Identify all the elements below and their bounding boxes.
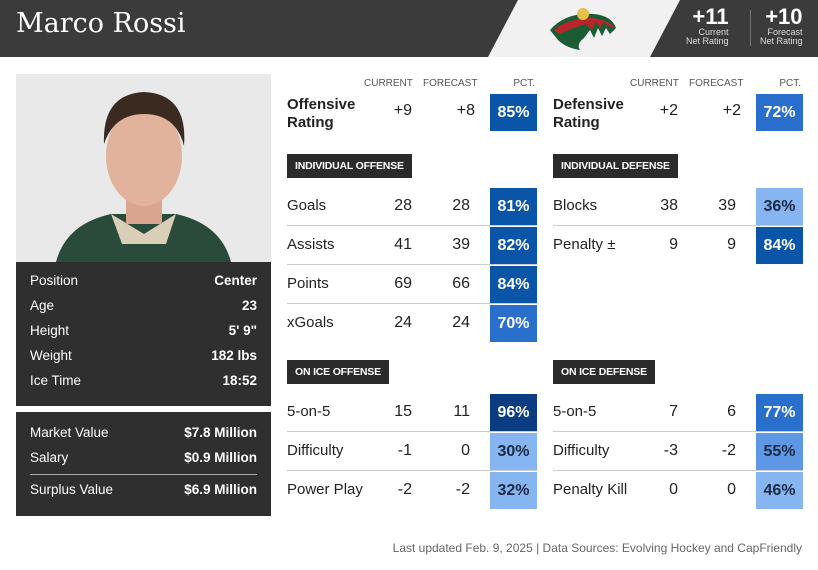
pct-badge: 46% [756, 472, 803, 509]
pct-badge: 72% [756, 94, 803, 131]
pct-badge: 96% [490, 394, 537, 431]
info-row: Position Center [30, 273, 257, 288]
defense-table: CURRENT FORECAST PCT. Defensive Rating +2 +2… [553, 76, 803, 509]
stat-row: Points 69 66 84% [287, 265, 537, 304]
pct-badge: 36% [756, 188, 803, 225]
footer-note: Last updated Feb. 9, 2025 | Data Sources… [392, 541, 802, 555]
money-row: Market Value $7.8 Million [30, 425, 257, 440]
current-net-rating: +11 Current Net Rating [686, 4, 729, 46]
onice-section-title: ON ICE OFFENSE [287, 360, 389, 384]
minnesota-wild-logo [550, 8, 616, 50]
stat-row: Blocks 38 39 36% [553, 187, 803, 226]
pct-badge: 32% [490, 472, 537, 509]
player-name: Marco Rossi [16, 8, 186, 39]
pct-badge: 55% [756, 433, 803, 470]
pct-badge: 77% [756, 394, 803, 431]
info-row: Weight 182 lbs [30, 348, 257, 363]
defense-rating: Defensive Rating +2 +2 72% [553, 92, 803, 136]
individual-section-title: INDIVIDUAL OFFENSE [287, 154, 412, 178]
onice-section-title: ON ICE DEFENSE [553, 360, 655, 384]
pct-badge: 85% [490, 94, 537, 131]
stat-row: Penalty ±9 9 84% [553, 226, 803, 265]
divider [30, 474, 257, 475]
pct-badge: 81% [490, 188, 537, 225]
forecast-net-rating: +10 Forecast Net Rating [760, 4, 803, 46]
pct-badge: 82% [490, 227, 537, 264]
pct-badge: 70% [490, 305, 537, 342]
stat-row: Difficulty -3 -2 55% [553, 432, 803, 471]
column-headers: CURRENT FORECAST PCT. [630, 78, 801, 89]
player-info: Position Center Age 23 Height 5' 9" Weight 182 … [16, 262, 271, 406]
stat-row: 5-on-5 15 11 96% [287, 393, 537, 432]
stat-row: xGoals 24 24 70% [287, 304, 537, 343]
pct-badge: 84% [756, 227, 803, 264]
stat-row: Goals 28 28 81% [287, 187, 537, 226]
stat-row: Power Play -2 -2 32% [287, 471, 537, 510]
pct-badge: 84% [490, 266, 537, 303]
contract-info: Market Value $7.8 Million Salary $0.9 Milli… [16, 412, 271, 516]
money-row: Salary $0.9 Million [30, 450, 257, 465]
stat-row: Difficulty -1 0 30% [287, 432, 537, 471]
info-row: Age 23 [30, 298, 257, 313]
player-photo [16, 74, 271, 262]
money-row: Surplus Value $6.9 Million [30, 482, 257, 497]
pct-badge: 30% [490, 433, 537, 470]
offense-rating: Offensive Rating +9 +8 85% [287, 92, 537, 136]
column-headers: CURRENT FORECAST PCT. [364, 78, 535, 89]
divider [750, 10, 751, 46]
stat-row: 5-on-5 7 6 77% [553, 393, 803, 432]
offense-table: CURRENT FORECAST PCT. Offensive Rating +9 +8… [287, 76, 537, 509]
info-row: Height 5' 9" [30, 323, 257, 338]
header: Marco Rossi +11 Current Net Rating +10 F… [0, 0, 818, 57]
individual-section-title: INDIVIDUAL DEFENSE [553, 154, 678, 178]
stat-row: Assists 41 39 82% [287, 226, 537, 265]
stat-row: Penalty Kill 0 0 46% [553, 471, 803, 510]
info-row: Ice Time 18:52 [30, 373, 257, 388]
